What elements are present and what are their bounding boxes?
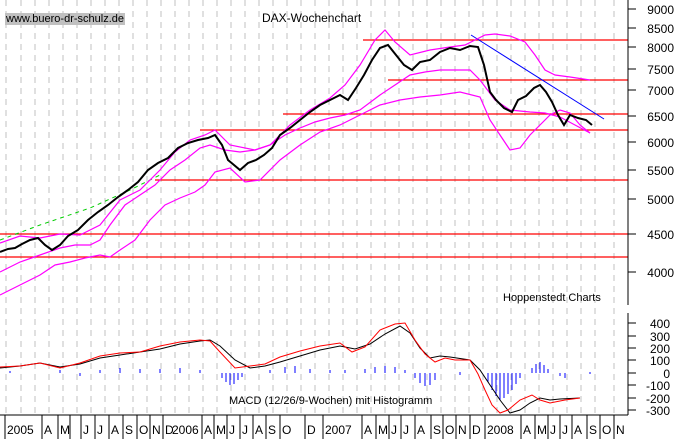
website-label: www.buero-dr-schulz.de bbox=[5, 13, 125, 25]
x-tick: S bbox=[433, 423, 442, 437]
y-tick: 7000 bbox=[647, 84, 674, 98]
macd-tick: -200 bbox=[645, 392, 670, 406]
x-tick: S bbox=[125, 423, 134, 437]
x-tick: A bbox=[44, 423, 53, 437]
signal-line bbox=[0, 322, 581, 414]
x-tick: S bbox=[589, 423, 598, 437]
x-tick: A bbox=[523, 423, 532, 437]
bollinger-bands bbox=[0, 29, 591, 296]
chart-title: DAX-Wochenchart bbox=[262, 11, 362, 25]
y-tick: 7500 bbox=[647, 63, 674, 77]
axes bbox=[0, 0, 636, 439]
macd-label: MACD (12/26/9-Wochen) mit Histogramm bbox=[229, 395, 433, 407]
candlesticks bbox=[0, 43, 593, 253]
x-tick: J bbox=[562, 423, 568, 437]
x-tick: D bbox=[307, 423, 316, 437]
macd-tick: 0 bbox=[663, 367, 670, 381]
x-tick: J bbox=[391, 423, 397, 437]
x-tick: O bbox=[602, 423, 612, 437]
y-tick: 9000 bbox=[647, 3, 674, 17]
x-tick: 2008 bbox=[487, 423, 514, 437]
x-tick: M bbox=[60, 423, 70, 437]
x-tick: A bbox=[417, 423, 426, 437]
macd-tick: 100 bbox=[649, 354, 670, 368]
x-tick: J bbox=[83, 423, 89, 437]
macd-tick: 200 bbox=[649, 342, 670, 356]
x-tick: S bbox=[268, 423, 277, 437]
macd-histogram bbox=[9, 362, 591, 400]
x-tick: O bbox=[445, 423, 455, 437]
macd-tick: -300 bbox=[645, 404, 670, 418]
x-tick: N bbox=[152, 423, 161, 437]
y-tick: 4000 bbox=[647, 266, 674, 280]
source-label: Hoppenstedt Charts bbox=[503, 292, 601, 304]
x-tick: D bbox=[165, 423, 174, 437]
vertical-gridlines bbox=[5, 0, 615, 415]
y-tick: 6000 bbox=[647, 136, 674, 150]
y-tick: 8000 bbox=[647, 41, 674, 55]
x-tick: M bbox=[216, 423, 226, 437]
macd-tick: 300 bbox=[649, 330, 670, 344]
x-tick: J bbox=[97, 423, 103, 437]
y-tick: 5000 bbox=[647, 193, 674, 207]
x-tick: N bbox=[616, 423, 625, 437]
x-tick: M bbox=[378, 423, 388, 437]
x-tick: J bbox=[229, 423, 235, 437]
macd-line bbox=[0, 325, 581, 414]
x-tick: J bbox=[403, 423, 409, 437]
x-tick: D bbox=[472, 423, 481, 437]
x-tick: A bbox=[204, 423, 213, 437]
x-tick: O bbox=[139, 423, 149, 437]
x-tick: A bbox=[111, 423, 120, 437]
x-tick: O bbox=[282, 423, 292, 437]
x-tick: 2007 bbox=[325, 423, 352, 437]
y-tick: 8500 bbox=[647, 22, 674, 36]
x-tick: J bbox=[550, 423, 556, 437]
x-tick: 2006 bbox=[172, 423, 199, 437]
x-tick: A bbox=[574, 423, 583, 437]
x-tick: 2005 bbox=[7, 423, 34, 437]
x-tick: M bbox=[537, 423, 547, 437]
y-tick: 5500 bbox=[647, 164, 674, 178]
downtrend-line bbox=[470, 34, 605, 120]
x-tick: J bbox=[242, 423, 248, 437]
support-resistance-lines bbox=[0, 39, 628, 258]
x-tick: N bbox=[458, 423, 467, 437]
x-tick: A bbox=[364, 423, 373, 437]
y-tick: 6500 bbox=[647, 110, 674, 124]
y-tick: 4500 bbox=[647, 228, 674, 242]
x-tick: A bbox=[255, 423, 264, 437]
macd-tick: -100 bbox=[645, 379, 670, 393]
macd-tick: 400 bbox=[649, 317, 670, 331]
